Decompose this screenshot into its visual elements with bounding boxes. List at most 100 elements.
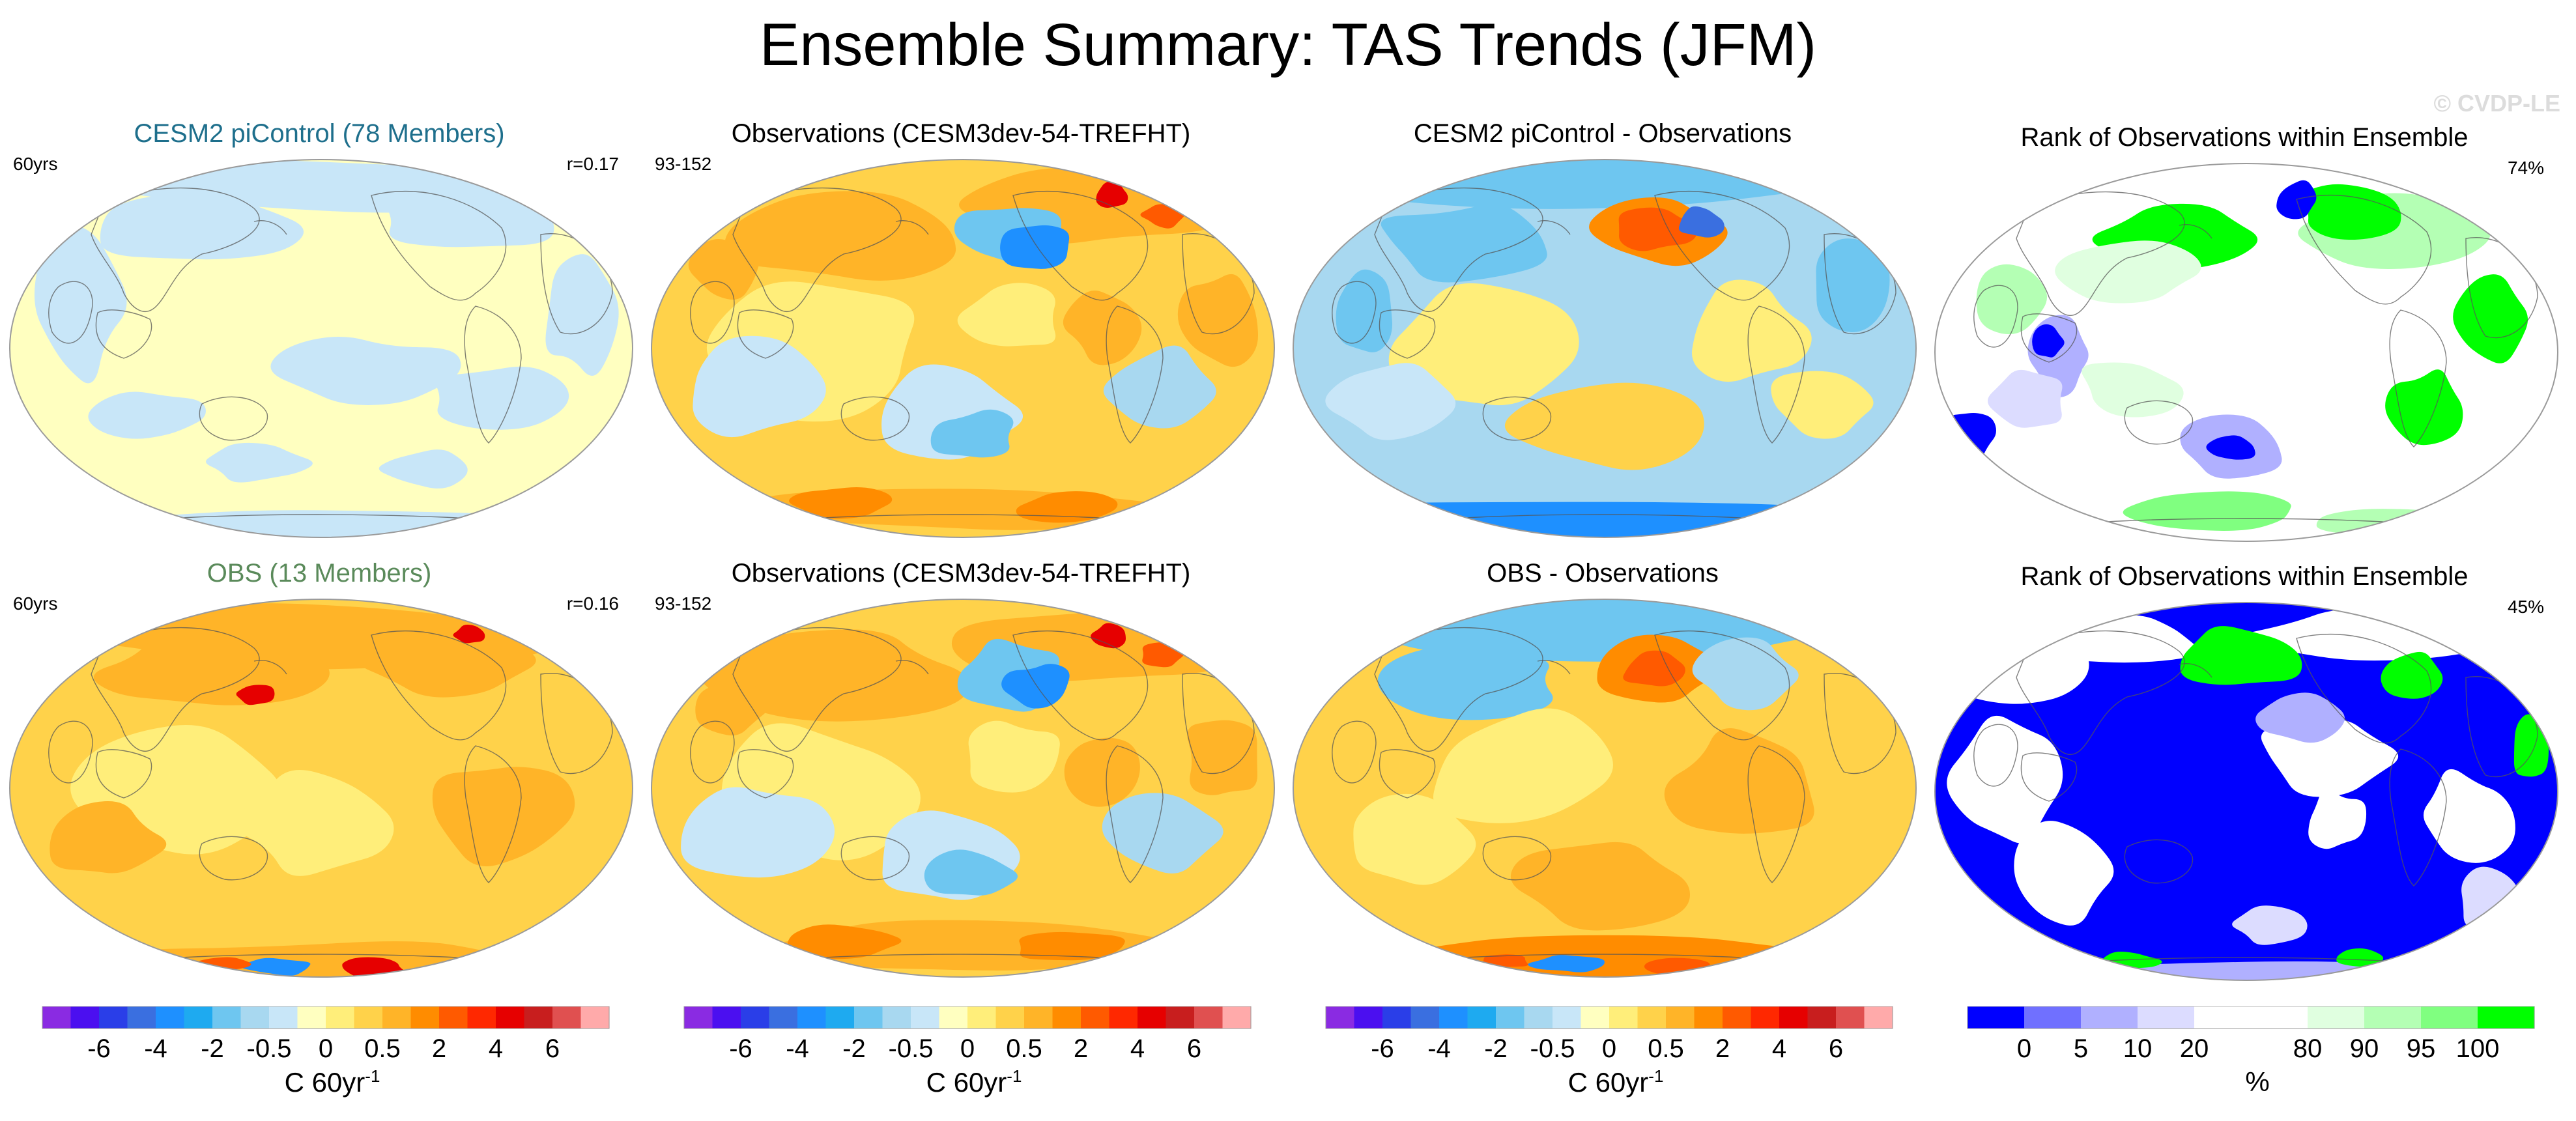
map-outline: [9, 599, 633, 978]
colorbar-swatch: [467, 1006, 496, 1029]
map-field: [1293, 599, 1916, 977]
colorbar-tick-label: 2: [432, 1034, 446, 1063]
map-field: [1935, 163, 2558, 541]
colorbar-swatch: [1024, 1006, 1053, 1029]
colorbar-tick-label: 0.5: [364, 1034, 401, 1063]
colorbar-swatch: [2308, 1006, 2365, 1029]
colorbar-tick-label: -4: [786, 1034, 809, 1063]
watermark: © CVDP-LE: [2433, 90, 2560, 117]
field-region: [1433, 708, 1613, 823]
colorbar-graphic: -6 -4 -2 -0.5 0 0.5 2 4 6: [42, 1006, 610, 1063]
colorbar-tick-label: 90: [2350, 1034, 2379, 1063]
coastline: [253, 220, 287, 235]
colorbar-swatch: [297, 1006, 326, 1029]
colorbar-swatch: [410, 1006, 440, 1029]
colorbar-tick-label: 6: [545, 1034, 560, 1063]
map-field: [651, 160, 1274, 537]
field-region: [88, 391, 206, 439]
colorbar-units-sup: -1: [1007, 1066, 1022, 1086]
colorbar-tick-label: 20: [2180, 1034, 2209, 1063]
field-region: [1325, 363, 1456, 440]
colorbar-swatch: [1694, 1006, 1723, 1029]
coastline: [48, 720, 93, 784]
field-region: [359, 621, 536, 698]
field-region: [1510, 842, 1691, 931]
colorbar-swatch: [684, 1006, 713, 1029]
coastline: [1106, 305, 1164, 444]
coastline: [1379, 309, 1436, 359]
map-field: [10, 599, 633, 977]
colorbar-swatch: [1354, 1006, 1383, 1029]
coastline: [895, 220, 929, 235]
colorbar-swatch: [1609, 1006, 1639, 1029]
field-region: [1692, 637, 1799, 711]
field-region: [34, 225, 127, 384]
field-region: [924, 849, 1018, 896]
field-region: [930, 409, 1014, 458]
coastline: [1332, 281, 1377, 344]
panel-right-label: r=0.17: [566, 154, 619, 174]
field-region: [789, 487, 893, 519]
field-region: [1482, 954, 1528, 967]
colorbar-graphic: 0 5 10 20 80 90 95 100: [1967, 1006, 2535, 1063]
map-field: [10, 160, 633, 537]
panel-title: OBS (13 Members): [207, 559, 432, 588]
panel-right-label: r=0.16: [566, 593, 619, 614]
coastline: [1537, 660, 1571, 675]
colorbar-tick-label: 2: [1074, 1034, 1088, 1063]
colorbar-swatch: [1138, 1006, 1167, 1029]
colorbar-swatch: [797, 1006, 827, 1029]
colorbar-swatch: [1637, 1006, 1667, 1029]
field-region: [1987, 369, 2063, 428]
field-region: [1388, 283, 1579, 406]
coastline: [2020, 752, 2078, 802]
colorbar-tick-label: -0.5: [1530, 1034, 1575, 1063]
colorbar-tick-label: -0.5: [889, 1034, 934, 1063]
colorbar-swatch: [326, 1006, 355, 1029]
field-region: [1623, 650, 1685, 687]
coastline: [1973, 285, 2018, 348]
coastline: [1747, 745, 1805, 883]
field-region: [1103, 345, 1216, 429]
field-region: [1063, 291, 1142, 365]
coastline: [690, 281, 735, 344]
colorbar-frame: [683, 1006, 1252, 1029]
coastline: [737, 309, 794, 359]
colorbar-units-text: C 60yr: [926, 1067, 1007, 1098]
coastline: [1654, 630, 1790, 741]
panel-obs-ensemble: OBS (13 Members) 60yrs r=0.16: [0, 557, 638, 978]
colorbar-swatch: [1109, 1006, 1138, 1029]
field-region: [1000, 225, 1070, 269]
colorbar-swatch: [1467, 1006, 1496, 1029]
field-region: [1976, 264, 2048, 335]
colorbar-swatch: [939, 1006, 968, 1029]
panel-right-label: 45%: [2507, 597, 2544, 617]
panel-cesm2-picontrol: CESM2 piControl (78 Members) 60yrs r=0.1…: [0, 117, 638, 538]
field-region: [681, 787, 835, 878]
coastline: [371, 190, 507, 301]
coastline: [1379, 749, 1436, 799]
field-region: [1381, 205, 1547, 283]
field-region: [968, 720, 1060, 793]
field-region: [1618, 207, 1698, 251]
colorbar-units-text: C 60yr: [284, 1067, 365, 1098]
coastline: [732, 187, 902, 312]
field-region: [1377, 647, 1553, 720]
coastline: [690, 720, 735, 784]
field-region: [688, 238, 762, 300]
colorbar-swatch: [2194, 1006, 2252, 1029]
colorbar-tick-label: 0: [960, 1034, 975, 1063]
field-region: [2014, 821, 2114, 926]
field-region: [1336, 269, 1393, 352]
colorbar-tick-label: 5: [2074, 1034, 2088, 1063]
colorbar-tick-label: 2: [1715, 1034, 1730, 1063]
field-region: [2032, 324, 2065, 358]
colorbar-tick-label: 100: [2456, 1034, 2500, 1063]
colorbar-tick-label: 80: [2293, 1034, 2323, 1063]
map-outline: [1934, 602, 2558, 981]
panel-left-label: 60yrs: [13, 154, 58, 174]
colorbar-trend-2: -6 -4 -2 -0.5 0 0.5 2 4 6 C 60yr-1: [681, 1006, 1267, 1098]
coastline: [2016, 630, 2185, 755]
field-region: [2082, 362, 2184, 418]
